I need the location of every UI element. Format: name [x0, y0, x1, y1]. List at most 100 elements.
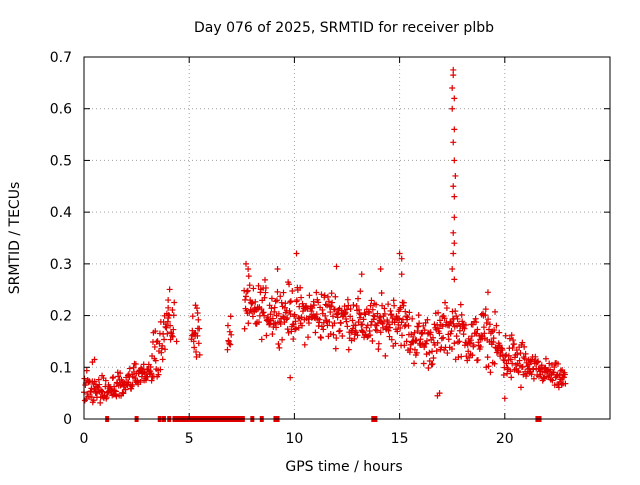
data-point [311, 302, 318, 309]
data-point [467, 340, 474, 347]
data-point [299, 322, 306, 329]
data-point [420, 360, 427, 367]
spike-point [293, 250, 300, 257]
data-point [511, 340, 518, 347]
data-point [129, 381, 136, 388]
data-point [373, 301, 380, 308]
data-point [193, 348, 200, 355]
data-point [438, 335, 445, 342]
data-point [469, 321, 476, 328]
data-point [549, 377, 556, 384]
points-layer [81, 66, 569, 422]
data-point [241, 325, 248, 332]
spike-point [333, 263, 340, 270]
data-point [248, 300, 255, 307]
data-point [392, 340, 399, 347]
data-point [350, 302, 357, 309]
data-point [345, 302, 352, 309]
data-point [372, 326, 379, 333]
data-point [152, 357, 159, 364]
data-point [195, 316, 202, 323]
data-point [286, 307, 293, 314]
data-point [347, 313, 354, 320]
data-point [286, 281, 293, 288]
data-point [347, 305, 354, 312]
data-point [428, 361, 435, 368]
data-point [224, 346, 231, 353]
data-point [378, 289, 385, 296]
data-point [147, 364, 154, 371]
data-point [290, 336, 297, 343]
data-point [409, 315, 416, 322]
data-point [460, 331, 467, 338]
data-point [258, 336, 265, 343]
spike-point [398, 271, 405, 278]
data-point [245, 273, 252, 280]
data-point [122, 386, 129, 393]
data-point [224, 322, 231, 329]
data-point [374, 310, 381, 317]
data-point [255, 319, 262, 326]
data-point [120, 390, 127, 397]
data-point [477, 343, 484, 350]
data-point [521, 355, 528, 362]
data-point [341, 303, 348, 310]
data-point [278, 299, 285, 306]
data-point [522, 350, 529, 357]
data-point [517, 350, 524, 357]
data-point [385, 327, 392, 334]
data-point [305, 334, 312, 341]
data-point [433, 347, 440, 354]
data-point [508, 374, 515, 381]
data-point [430, 354, 437, 361]
data-point [367, 332, 374, 339]
data-point [333, 335, 340, 342]
data-point [269, 315, 276, 322]
data-point [313, 311, 320, 318]
data-point [550, 369, 557, 376]
data-point [441, 315, 448, 322]
data-point [331, 320, 338, 327]
data-point [261, 312, 268, 319]
data-point [171, 299, 178, 306]
data-point [468, 333, 475, 340]
data-point [292, 325, 299, 332]
data-point [166, 286, 173, 293]
data-point [284, 315, 291, 322]
data-point [342, 309, 349, 316]
data-point [403, 338, 410, 345]
data-point [486, 326, 493, 333]
data-point [132, 361, 139, 368]
spike-point [451, 240, 458, 247]
data-point [324, 322, 331, 329]
data-point [377, 329, 384, 336]
data-point [386, 324, 393, 331]
data-point [90, 381, 97, 388]
data-point [313, 289, 320, 296]
data-point [90, 397, 97, 404]
data-point [487, 369, 494, 376]
data-point [289, 288, 296, 295]
data-point [196, 325, 203, 332]
data-point [148, 370, 155, 377]
data-point [301, 341, 308, 348]
data-point [274, 297, 281, 304]
data-point [126, 365, 133, 372]
data-point [480, 324, 487, 331]
data-point [469, 352, 476, 359]
data-point [195, 340, 202, 347]
data-point [445, 336, 452, 343]
data-point [474, 326, 481, 333]
data-point [327, 331, 334, 338]
data-point [411, 346, 418, 353]
data-point [366, 309, 373, 316]
data-point [405, 322, 412, 329]
data-point [152, 328, 159, 335]
data-point [343, 318, 350, 325]
data-point [455, 339, 462, 346]
data-point [508, 332, 515, 339]
data-point [337, 320, 344, 327]
data-point [320, 326, 327, 333]
data-point [557, 367, 564, 374]
data-point [523, 370, 530, 377]
